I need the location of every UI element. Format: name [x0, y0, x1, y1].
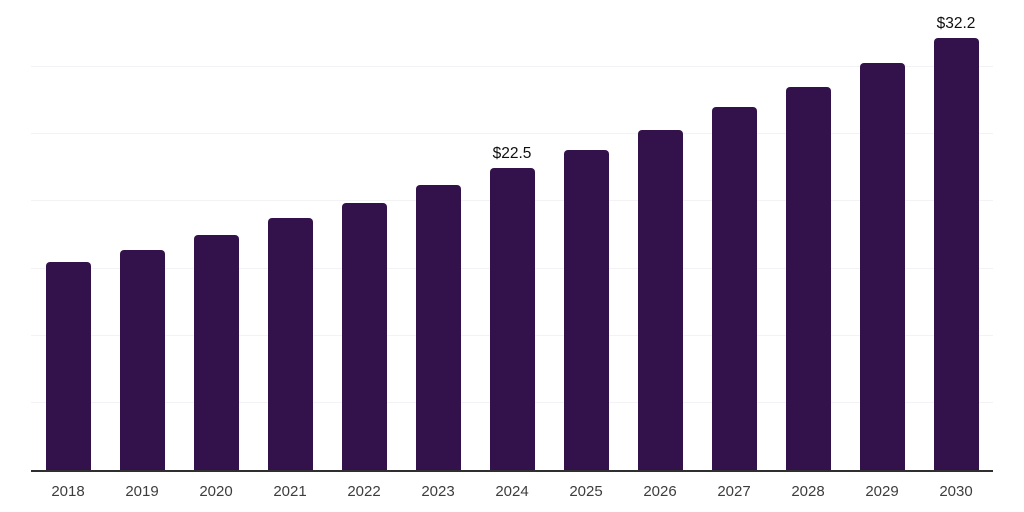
x-tick-label-2025: 2025	[569, 483, 603, 500]
plot-area: $22.5 $32.2	[31, 0, 993, 472]
data-label-2024: $22.5	[492, 144, 532, 162]
x-tick-label-2026: 2026	[643, 483, 677, 500]
bar-2024	[489, 167, 535, 470]
x-tick-label-2018: 2018	[51, 483, 85, 500]
bar-2020	[193, 235, 239, 470]
x-tick-label-2027: 2027	[717, 483, 751, 500]
x-tick-label-2021: 2021	[273, 483, 307, 500]
x-tick-label-2030: 2030	[939, 483, 973, 500]
gridline-y-30	[31, 66, 993, 68]
data-label-2030: $32.2	[936, 14, 976, 32]
bar-2028	[785, 87, 831, 470]
bar-2029	[859, 63, 905, 470]
bar-2018	[45, 261, 91, 470]
bar-2021	[267, 217, 313, 470]
x-tick-label-2029: 2029	[865, 483, 899, 500]
bar-2027	[711, 107, 757, 470]
x-tick-label-2028: 2028	[791, 483, 825, 500]
x-tick-label-2019: 2019	[125, 483, 159, 500]
x-tick-label-2022: 2022	[347, 483, 381, 500]
gridline-y-25	[31, 133, 993, 135]
bar-2025	[563, 150, 609, 470]
bar-2023	[415, 185, 461, 470]
bar-2026	[637, 130, 683, 470]
x-axis-line	[31, 470, 993, 472]
x-tick-label-2020: 2020	[199, 483, 233, 500]
x-tick-label-2024: 2024	[495, 483, 529, 500]
x-axis-tick-labels: 2018 2019 2020 2021 2022 2023 2024 2025 2026 2027…	[31, 483, 993, 503]
bar-2019	[119, 249, 165, 470]
x-tick-label-2023: 2023	[421, 483, 455, 500]
bar-2030	[933, 37, 979, 470]
bar-2022	[341, 202, 387, 470]
